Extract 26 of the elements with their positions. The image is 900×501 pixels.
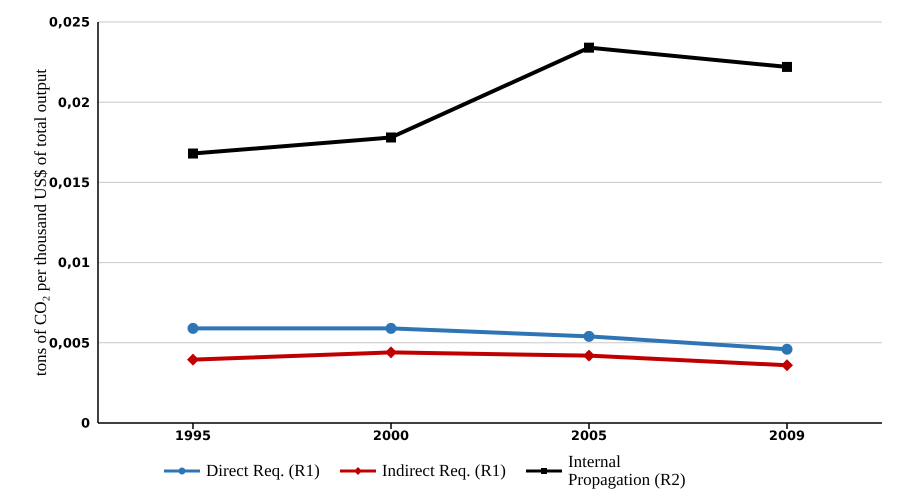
y-tick-label: 0,025: [48, 16, 90, 31]
point: [188, 148, 198, 159]
point: [782, 62, 792, 72]
x-tick-label: 2005: [570, 429, 608, 444]
legend-label: Internal Propagation (R2): [568, 452, 687, 489]
point: [187, 354, 199, 366]
point: [386, 132, 396, 142]
point: [583, 350, 595, 362]
point: [188, 322, 198, 334]
x-tick-label: 2000: [372, 429, 410, 444]
legend-label: Indirect Req. (R1): [382, 461, 506, 480]
y-tick-label: 0,02: [58, 96, 90, 111]
y-tick-label: 0,01: [58, 256, 90, 272]
legend-label: Direct Req. (R1): [206, 461, 320, 480]
x-tick-label: 2009: [768, 429, 806, 444]
point: [584, 42, 594, 53]
x-tick-label: 1995: [174, 429, 212, 444]
point: [386, 322, 396, 334]
y-tick-label: 0,015: [48, 176, 90, 192]
y-tick-label: 0,005: [48, 336, 90, 352]
y-axis-title: tons of CO₂ per thousand US$ of total output: [31, 68, 50, 376]
y-tick-label: 0: [80, 416, 90, 432]
point: [781, 359, 793, 372]
point: [385, 346, 397, 358]
point: [782, 344, 792, 355]
point: [584, 330, 594, 342]
